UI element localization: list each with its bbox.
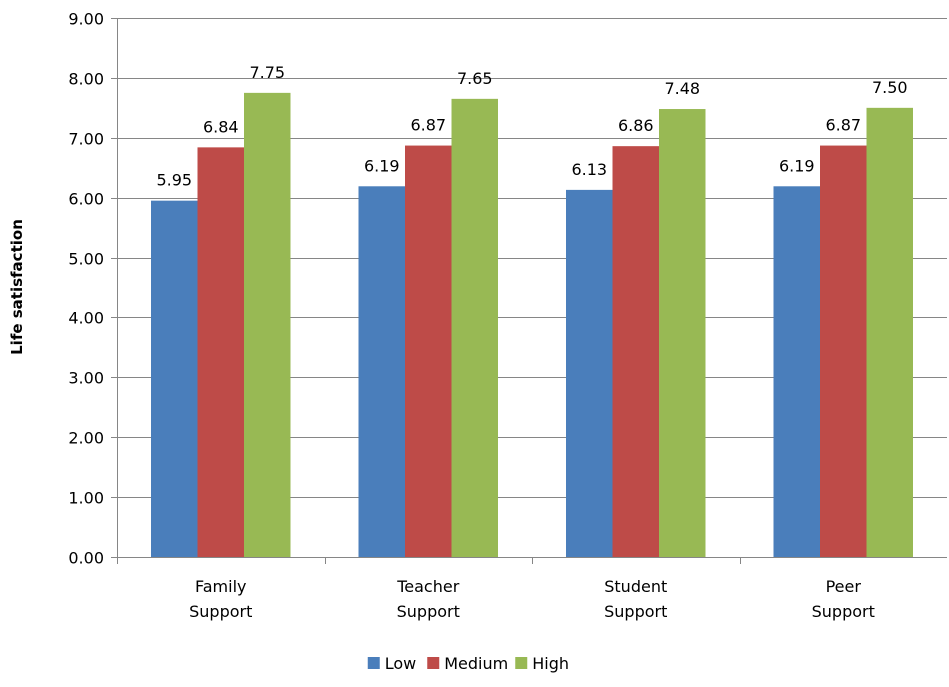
data-label: 7.65: [457, 69, 493, 88]
x-category-label: Family Support: [189, 577, 252, 621]
x-category-label-line: Student: [604, 577, 667, 596]
bar-low: [566, 189, 613, 557]
bar-medium: [197, 147, 244, 558]
x-category-label-line: Peer: [826, 577, 862, 596]
bar-medium: [820, 145, 867, 557]
data-label: 6.19: [364, 156, 400, 175]
y-tick-label: 1.00: [68, 489, 104, 508]
data-label: 6.19: [779, 156, 815, 175]
data-label: 6.87: [825, 116, 861, 135]
y-tick-label: 0.00: [68, 549, 104, 568]
bars: [151, 92, 913, 558]
x-category-label: Teacher Support: [396, 577, 460, 621]
x-category-label-line: Family: [195, 577, 246, 596]
x-category-label: Student Support: [604, 577, 667, 621]
bar-low: [151, 200, 198, 557]
x-category-label-line: Teacher: [396, 577, 459, 596]
x-category-label-line: Support: [812, 602, 875, 621]
bar-high: [659, 109, 706, 557]
y-tick-label: 8.00: [68, 70, 104, 89]
y-tick-label: 9.00: [68, 10, 104, 29]
data-label: 6.13: [571, 160, 607, 179]
bar-medium: [612, 146, 659, 557]
data-label: 7.75: [249, 63, 285, 82]
data-label: 6.86: [618, 116, 654, 135]
x-category-label-line: Support: [189, 602, 252, 621]
legend: Low Medium High: [367, 654, 569, 673]
legend-swatch-medium: [427, 657, 440, 669]
y-axis-title: Life satisfaction: [8, 219, 26, 355]
data-label: 7.48: [664, 79, 700, 98]
x-category-label: Peer Support: [812, 577, 875, 621]
y-tick-label: 5.00: [68, 250, 104, 269]
bar-high: [451, 98, 498, 557]
legend-swatch-high: [515, 657, 528, 669]
x-category-label-line: Support: [604, 602, 667, 621]
data-label: 6.87: [410, 116, 446, 135]
bar-high: [244, 92, 291, 557]
y-tick-label: 2.00: [68, 429, 104, 448]
legend-label-low: Low: [385, 654, 417, 673]
data-labels: 5.95 6.84 7.75 6.19 6.87 7.65 6.13 6.86 7.48 6.19…: [156, 63, 907, 190]
legend-label-medium: Medium: [444, 654, 508, 673]
bar-medium: [405, 145, 452, 557]
x-category-label-line: Support: [397, 602, 460, 621]
bar-high: [866, 107, 913, 557]
y-tick-label: 6.00: [68, 190, 104, 209]
data-label: 6.84: [203, 117, 239, 136]
bar-low: [773, 186, 820, 557]
axes: 0.00 1.00 2.00 3.00 4.00 5.00 6.00 7.00 8.00 9.00…: [68, 10, 947, 621]
bar-low: [358, 186, 405, 557]
y-tick-label: 7.00: [68, 130, 104, 149]
legend-label-high: High: [532, 654, 569, 673]
legend-swatch-low: [367, 657, 380, 669]
data-label: 7.50: [872, 78, 908, 97]
data-label: 5.95: [156, 171, 192, 190]
y-tick-label: 3.00: [68, 369, 104, 388]
y-tick-label: 4.00: [68, 309, 104, 328]
